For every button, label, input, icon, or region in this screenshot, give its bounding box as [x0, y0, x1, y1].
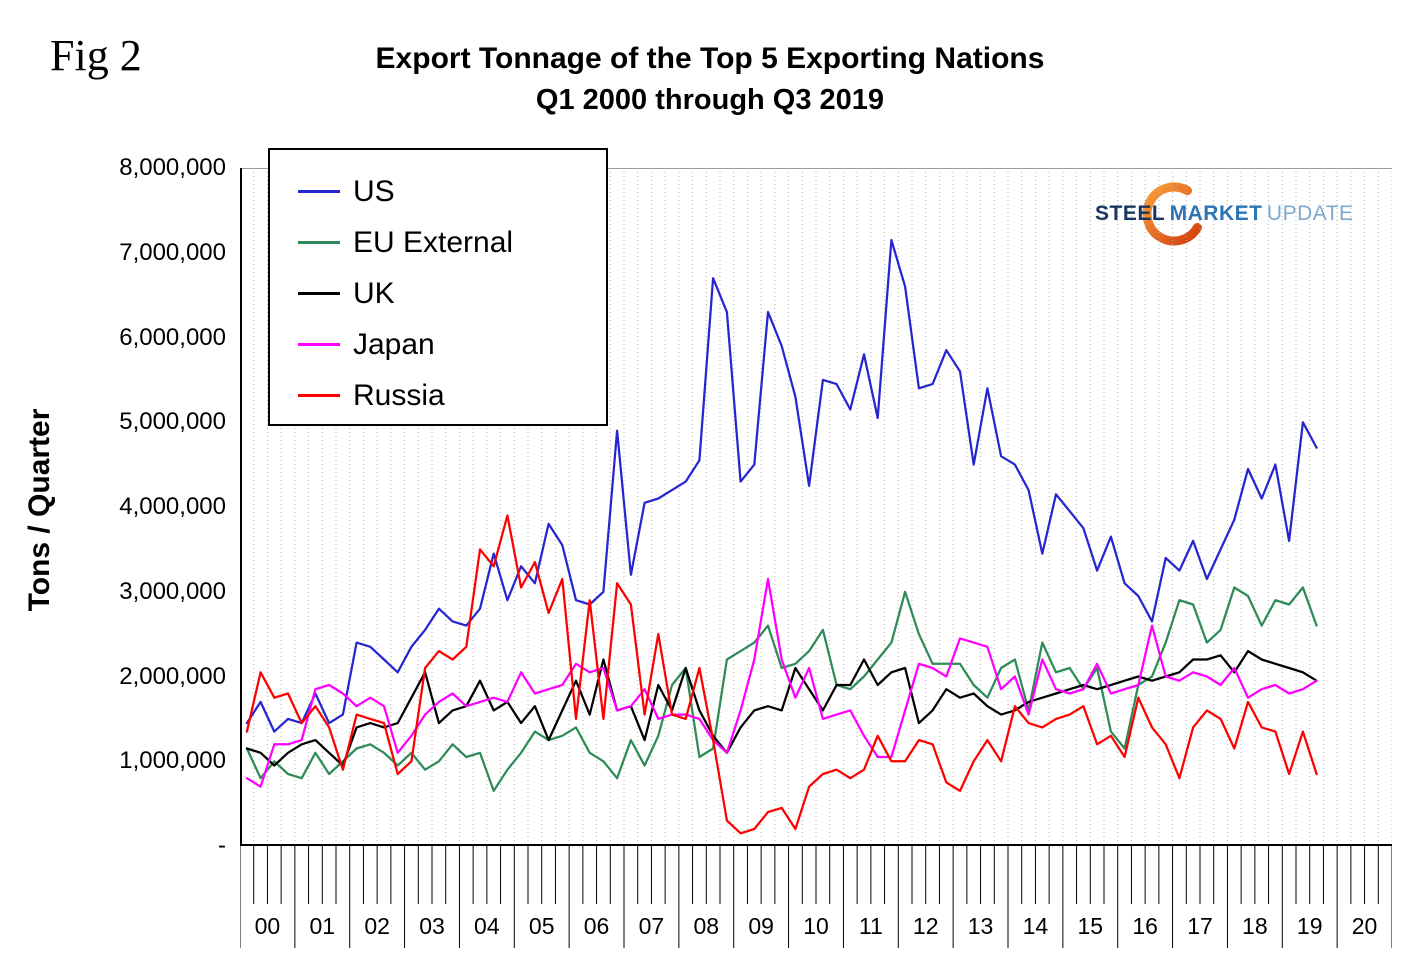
- legend-item-russia: Russia: [298, 370, 606, 421]
- y-axis-title: Tons / Quarter: [23, 408, 56, 612]
- logo-text: STEEL MARKET UPDATE: [1095, 202, 1354, 226]
- chart-title-line2: Q1 2000 through Q3 2019: [535, 84, 885, 116]
- legend-line-swatch: [298, 190, 340, 193]
- logo-word-steel: STEEL: [1095, 202, 1166, 225]
- logo-word-update: UPDATE: [1266, 202, 1354, 225]
- logo-word-market: MARKET: [1169, 202, 1263, 225]
- legend-label: US: [353, 174, 395, 208]
- y-tick-label: 2,000,000: [119, 662, 226, 690]
- chart-title-line1: Export Tonnage of the Top 5 Exporting Na…: [375, 42, 1045, 75]
- steel-market-update-logo: STEEL MARKET UPDATE: [1095, 180, 1365, 250]
- series-line-russia: [245, 514, 1318, 835]
- legend-line-swatch: [298, 292, 340, 295]
- y-tick-label: 7,000,000: [119, 238, 226, 266]
- legend-line-swatch: [298, 241, 340, 244]
- legend-line-swatch: [298, 394, 340, 397]
- figure-label: Fig 2: [50, 31, 142, 80]
- legend: US EU External UK Japan Russia: [268, 148, 608, 426]
- legend-label: EU External: [353, 225, 514, 259]
- series-line-eu-external: [245, 586, 1318, 793]
- legend-item-us: US: [298, 166, 606, 217]
- y-tick-label: -: [218, 832, 226, 859]
- legend-item-uk: UK: [298, 268, 606, 319]
- logo-swoosh-icon: [1142, 182, 1202, 246]
- chart-title: Export Tonnage of the Top 5 Exporting Na…: [0, 42, 1420, 117]
- y-tick-label: 8,000,000: [119, 154, 226, 181]
- legend-line-swatch: [298, 343, 340, 346]
- y-tick-label: 1,000,000: [119, 747, 226, 775]
- legend-item-japan: Japan: [298, 319, 606, 370]
- x-axis: 00 01 02 03 04 05 06 07 08 09 10 11 12 13 14 15 16 17 18 19…: [239, 846, 1393, 952]
- legend-label: Russia: [353, 378, 445, 412]
- legend-item-eu-external: EU External: [298, 217, 606, 268]
- series-line-us: [245, 238, 1318, 733]
- y-tick-label: 6,000,000: [119, 323, 226, 351]
- legend-label: Japan: [353, 327, 435, 361]
- x-axis-ticks: [239, 846, 1393, 948]
- legend-label: UK: [353, 276, 395, 310]
- series-line-japan: [245, 577, 1318, 788]
